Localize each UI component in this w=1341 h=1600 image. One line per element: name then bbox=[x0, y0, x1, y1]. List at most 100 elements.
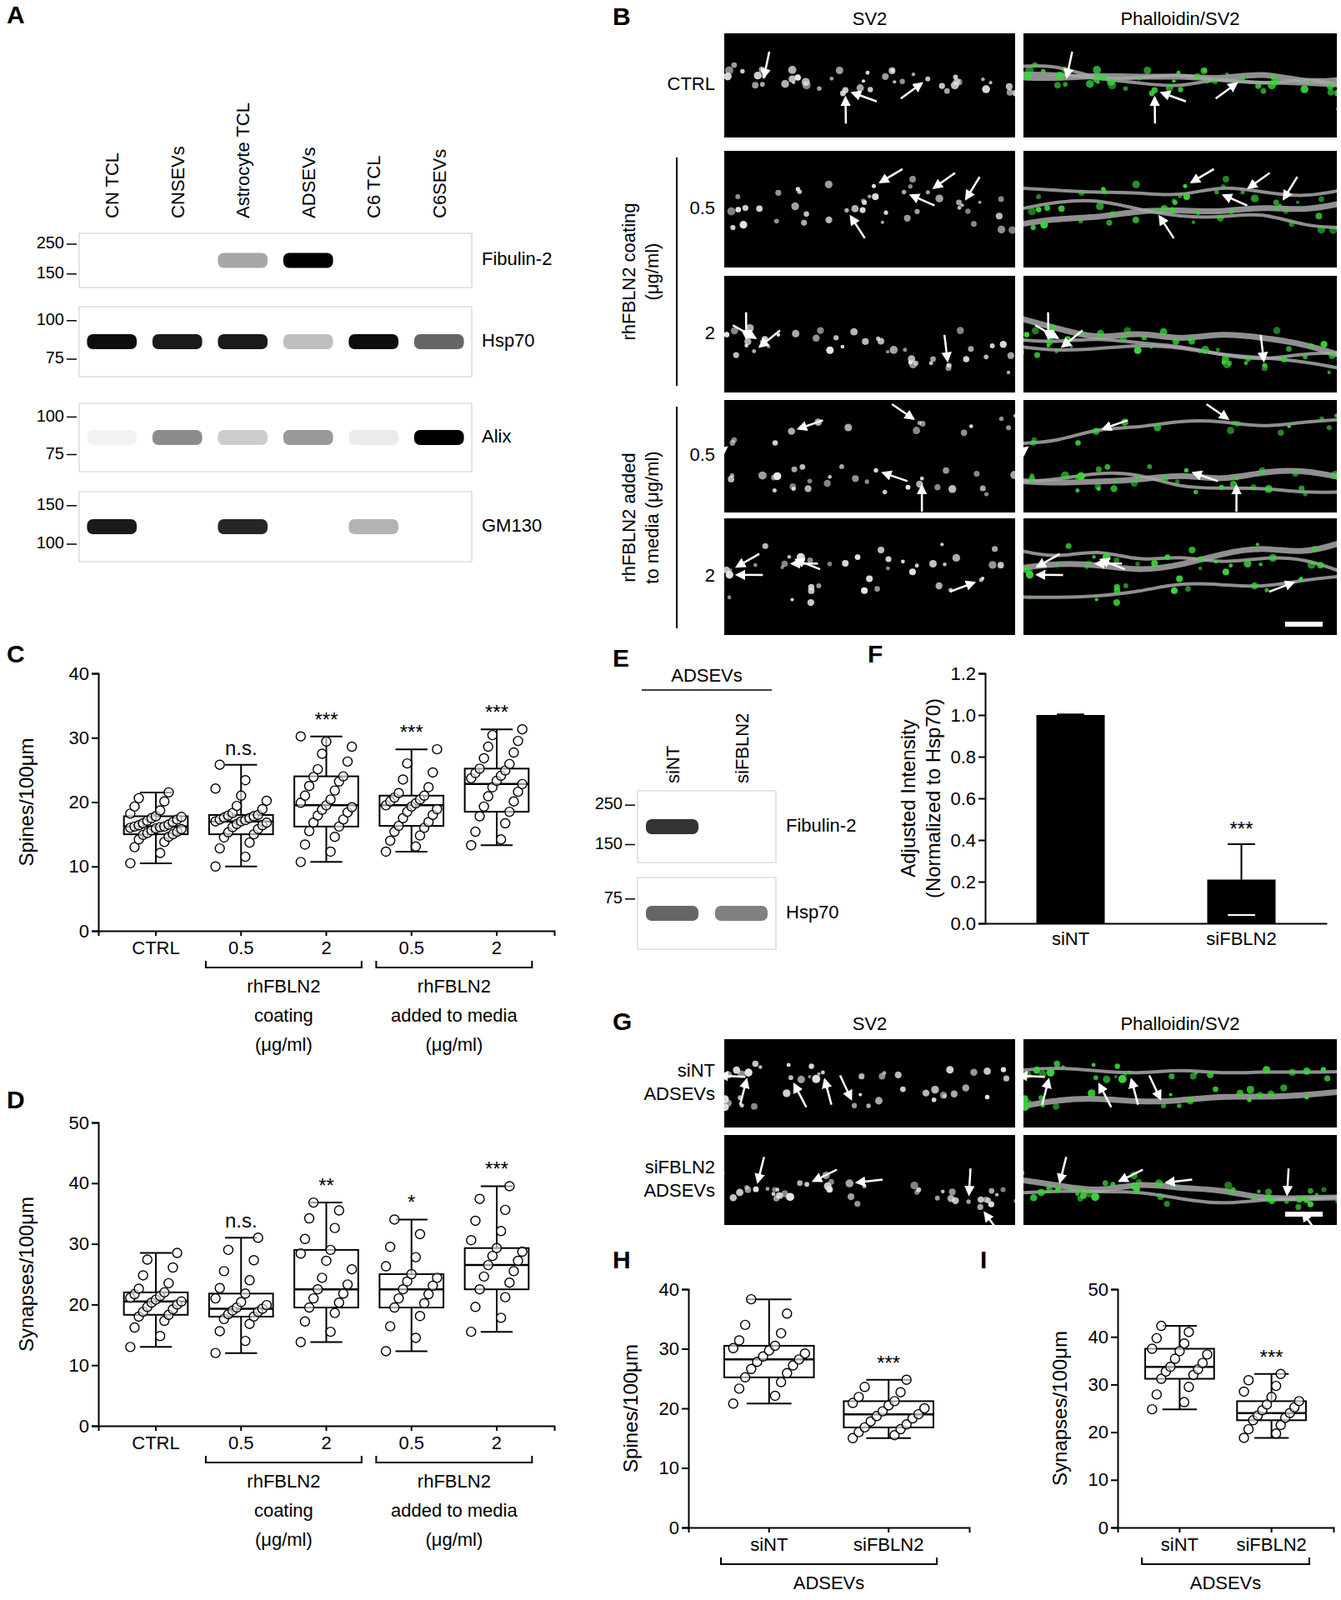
punctum bbox=[1165, 84, 1174, 92]
punctum bbox=[858, 1073, 865, 1080]
punctum bbox=[799, 464, 806, 471]
punctum bbox=[816, 85, 822, 91]
punctum bbox=[754, 71, 762, 80]
marker-label: 75 bbox=[45, 348, 65, 367]
punctum bbox=[939, 82, 946, 89]
punctum bbox=[735, 194, 741, 200]
punctum bbox=[791, 330, 800, 338]
axis-line bbox=[99, 931, 556, 937]
punctum bbox=[758, 1065, 762, 1069]
data-point bbox=[1151, 1390, 1161, 1400]
punctum bbox=[1105, 220, 1112, 226]
punctum bbox=[977, 1196, 985, 1204]
punctum bbox=[1315, 212, 1322, 220]
punctum bbox=[1303, 491, 1308, 496]
data-point bbox=[321, 736, 331, 746]
marker-tick bbox=[66, 243, 77, 246]
arrow bbox=[1206, 404, 1229, 419]
data-point bbox=[334, 1298, 344, 1308]
data-point bbox=[210, 784, 221, 794]
whisker-cap bbox=[395, 1350, 428, 1352]
x-axis: siNTsiFBLN2 bbox=[689, 1527, 971, 1556]
significance: *** bbox=[485, 1157, 509, 1181]
data-point bbox=[475, 811, 485, 821]
data-point bbox=[740, 1320, 751, 1330]
tick-mark bbox=[978, 881, 986, 884]
punctum bbox=[875, 1096, 883, 1105]
data-point bbox=[505, 1278, 515, 1288]
arrow bbox=[1161, 92, 1186, 101]
data-point bbox=[215, 1283, 225, 1293]
data-point bbox=[232, 801, 242, 811]
punctum bbox=[1025, 66, 1034, 76]
panel-letter: H bbox=[612, 1245, 631, 1274]
data-point bbox=[500, 1205, 511, 1215]
data-point bbox=[517, 725, 527, 735]
background bbox=[0, 0, 1341, 1600]
punctum bbox=[1256, 1189, 1261, 1194]
data-point bbox=[343, 756, 353, 766]
image-background bbox=[1023, 1135, 1337, 1226]
punctum bbox=[1206, 1071, 1214, 1079]
tick-label: 1.2 bbox=[950, 663, 976, 685]
punctum bbox=[1295, 200, 1300, 205]
punctum bbox=[1304, 1095, 1309, 1100]
punctum bbox=[1198, 350, 1202, 354]
punctum bbox=[1080, 1192, 1087, 1200]
punctum bbox=[827, 475, 832, 480]
group-label: added to media bbox=[390, 1005, 518, 1026]
punctum bbox=[882, 490, 888, 496]
data-point bbox=[517, 1247, 527, 1257]
tick-label: 0.0 bbox=[950, 913, 976, 935]
group-bracket bbox=[205, 960, 362, 968]
punctum bbox=[724, 331, 730, 338]
data-point bbox=[734, 1335, 744, 1346]
punctum bbox=[1003, 1075, 1010, 1082]
micrograph bbox=[1023, 275, 1337, 393]
x-axis: CTRL0.520.52 bbox=[99, 930, 556, 959]
arrow bbox=[1235, 485, 1238, 512]
punctum bbox=[730, 473, 735, 478]
punctum bbox=[1240, 76, 1246, 82]
box bbox=[209, 815, 274, 835]
punctum bbox=[1118, 1075, 1127, 1084]
tick-label: 2 bbox=[491, 937, 502, 959]
punctum bbox=[787, 427, 796, 436]
significance: * bbox=[407, 1190, 416, 1214]
tick: 30 bbox=[69, 1233, 99, 1255]
punctum bbox=[770, 475, 777, 481]
data-point bbox=[479, 1271, 489, 1281]
band bbox=[217, 334, 268, 350]
marker-tick bbox=[66, 416, 77, 419]
data-point bbox=[155, 805, 166, 816]
punctum bbox=[1068, 1186, 1073, 1191]
arrow bbox=[1023, 1075, 1046, 1078]
tick-label: siNT bbox=[750, 1534, 788, 1556]
tick-label: 0.6 bbox=[950, 788, 976, 810]
box bbox=[379, 795, 444, 826]
punctum bbox=[861, 200, 867, 206]
data-point bbox=[215, 1326, 225, 1336]
data-point bbox=[415, 1311, 425, 1321]
punctum bbox=[807, 557, 814, 564]
punctum bbox=[995, 212, 1003, 220]
marker-label: 100 bbox=[36, 406, 65, 426]
punctum bbox=[1222, 568, 1230, 576]
tick-label: 0 bbox=[79, 920, 90, 942]
whisker bbox=[410, 1219, 413, 1275]
box bbox=[465, 768, 530, 812]
punctum bbox=[1040, 69, 1046, 74]
tick: siFBLN2 bbox=[1205, 923, 1276, 950]
tick: 20 bbox=[69, 791, 99, 813]
punctum bbox=[960, 203, 964, 207]
data-point bbox=[249, 1255, 259, 1266]
band bbox=[348, 334, 399, 350]
panel-letter: F bbox=[867, 640, 883, 668]
data-point bbox=[321, 1255, 331, 1266]
image-background bbox=[1023, 400, 1337, 513]
image-background bbox=[724, 150, 1016, 268]
micrograph bbox=[724, 275, 1016, 393]
punctum bbox=[1023, 331, 1030, 338]
tick-mark bbox=[91, 737, 99, 740]
panel-letter: G bbox=[612, 1007, 632, 1036]
